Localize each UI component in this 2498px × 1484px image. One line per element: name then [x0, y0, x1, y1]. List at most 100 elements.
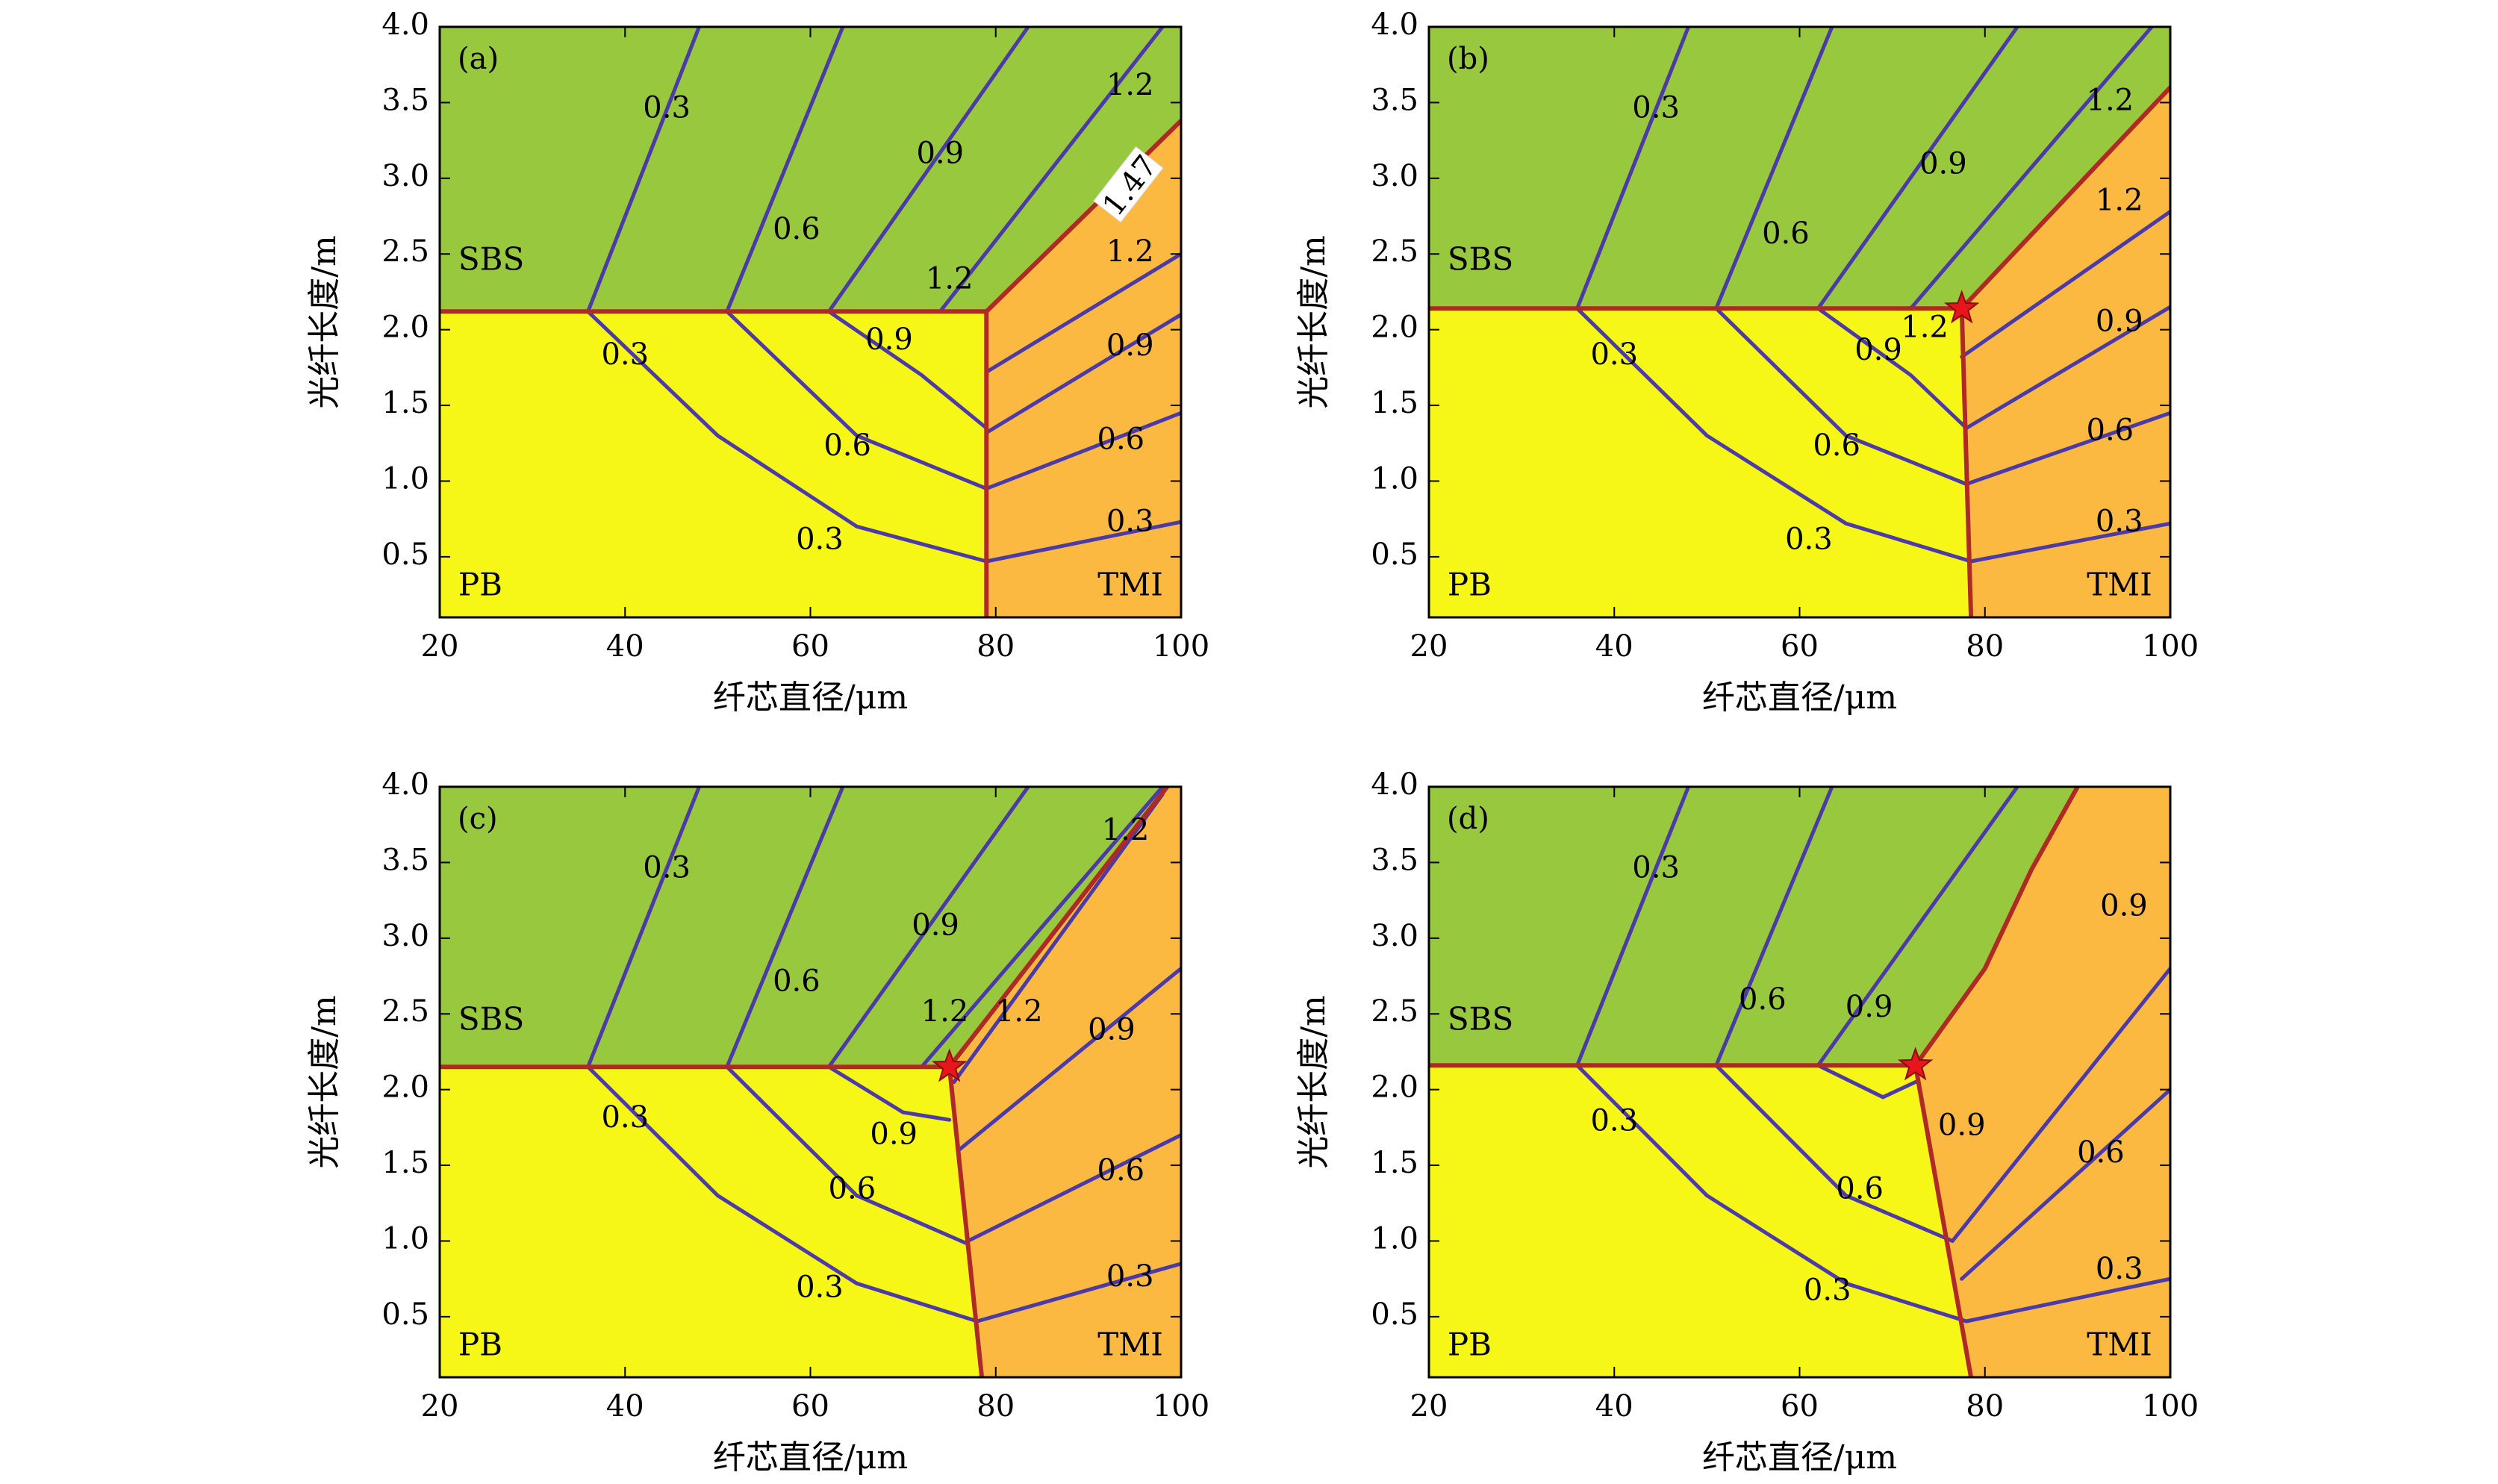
- region-label-sbs: SBS: [458, 1000, 524, 1037]
- contour-label: 0.9: [1854, 333, 1902, 367]
- x-axis-title: 纤芯直径/μm: [713, 1438, 908, 1477]
- contour-label: 0.3: [601, 337, 649, 372]
- y-tick-label: 3.0: [381, 919, 429, 953]
- contour-line: [1575, 27, 1691, 311]
- x-axis-title: 纤芯直径/μm: [713, 679, 908, 717]
- region-pb: [1429, 308, 1972, 617]
- panel-label: (c): [458, 802, 498, 836]
- contour-label: 0.9: [2100, 888, 2148, 923]
- y-tick-label: 4.0: [381, 7, 429, 42]
- y-tick-label: 3.0: [1371, 919, 1418, 953]
- y-tick-label: 3.0: [1371, 159, 1418, 193]
- region-label-tmi: TMI: [2087, 1326, 2152, 1362]
- x-tick-label: 40: [606, 629, 644, 664]
- x-tick-label: 60: [1781, 1389, 1819, 1424]
- y-tick-label: 2.0: [1371, 311, 1418, 345]
- boundary-sbs-tmi: [1960, 86, 2170, 311]
- boundary-pb-tmi: [1959, 308, 1974, 617]
- contour-line: [725, 787, 845, 1069]
- contour-label: 1.2: [1106, 68, 1154, 102]
- contour-line: [938, 27, 1165, 314]
- contour-label: 0.3: [1632, 851, 1680, 885]
- y-tick-label: 1.5: [1371, 1146, 1418, 1180]
- y-tick-label: 1.5: [381, 386, 429, 420]
- region-label-pb: PB: [458, 1326, 502, 1362]
- region-label-pb: PB: [1448, 1326, 1492, 1362]
- contour-label: 0.9: [2096, 305, 2143, 339]
- panel-label: (a): [458, 42, 499, 76]
- contour-line: [1950, 966, 2170, 1243]
- contour-label-box: [1093, 146, 1164, 223]
- region-label-sbs: SBS: [458, 240, 524, 277]
- contour-line: [826, 787, 1030, 1069]
- contour-label: 0.9: [916, 136, 964, 170]
- x-tick-label: 20: [421, 1389, 459, 1424]
- contour-line: [984, 252, 1181, 374]
- contour-label: 0.3: [643, 851, 691, 885]
- contour-label: 1.2: [1901, 311, 1949, 345]
- contour-label: 0.9: [1088, 1013, 1136, 1047]
- contour-line: [1964, 1276, 2170, 1324]
- region-label-pb: PB: [1448, 566, 1492, 602]
- contour-line: [1714, 27, 1834, 311]
- contour-line: [1816, 787, 2019, 1067]
- contour-label: 1.2: [2087, 83, 2134, 117]
- y-tick-label: 0.5: [381, 1297, 429, 1332]
- region-sbs: [1429, 787, 2078, 1066]
- region-pb: [440, 1067, 982, 1377]
- contour-label: 1.2: [921, 994, 969, 1029]
- contour-line: [1714, 787, 1834, 1067]
- y-axis-title: 光纤长度/m: [1295, 995, 1333, 1169]
- contour-label: 0.9: [865, 322, 913, 357]
- x-tick-label: 20: [1410, 1389, 1448, 1424]
- contour-line: [952, 792, 1165, 1084]
- y-tick-label: 0.5: [1371, 537, 1418, 572]
- contour-label: 0.6: [829, 1172, 876, 1206]
- x-tick-label: 60: [1781, 629, 1819, 664]
- plot-area: 0.30.60.91.20.30.60.91.20.31.20.90.60.3: [1429, 27, 2170, 617]
- y-tick-label: 1.0: [1371, 461, 1418, 496]
- y-tick-label: 3.5: [381, 843, 429, 877]
- y-tick-label: 4.0: [381, 767, 429, 802]
- contour-label: 0.6: [1836, 1172, 1884, 1206]
- y-tick-label: 1.0: [1371, 1221, 1418, 1256]
- contour-label: 0.3: [1106, 1259, 1154, 1294]
- contour-line: [586, 309, 988, 564]
- y-tick-label: 2.0: [381, 311, 429, 345]
- region-sbs: [1429, 27, 2170, 309]
- contour-label: 0.6: [773, 212, 820, 246]
- contour-label: 1.2: [995, 994, 1043, 1029]
- contour-label: 0.6: [1762, 216, 1810, 251]
- y-tick-label: 1.5: [381, 1146, 429, 1180]
- y-tick-label: 3.5: [1371, 83, 1418, 117]
- y-axis-title: 光纤长度/m: [305, 995, 343, 1169]
- contour-label: 0.3: [1106, 504, 1154, 538]
- contour-line: [586, 787, 701, 1069]
- contour-label: 0.9: [1846, 990, 1893, 1024]
- contour-line: [725, 309, 988, 491]
- panel-d: 0.3 0.6 0.9 0.3 0.6 0.9 0.3 0.9 0.6 0.3 SBS PB TMI (d…: [1295, 767, 2199, 1477]
- contour-label: 0.3: [2096, 1252, 2143, 1286]
- contour-line: [956, 966, 1181, 1153]
- x-tick-label: 100: [1153, 629, 1209, 664]
- contour-line: [586, 27, 701, 314]
- star-marker: [1897, 1047, 1934, 1081]
- y-tick-label: 2.5: [1371, 994, 1418, 1029]
- plot-area: 0.3 0.6 0.9 1.2 1.2 0.3 0.6 0.9 0.3 1.2 0.9 0.6 0.3: [440, 787, 1181, 1377]
- contour-line: [966, 1133, 1181, 1243]
- plot-area: 0.3 0.6 0.9 0.3 0.6 0.9 0.3 0.9 0.6 0.3: [1429, 787, 2170, 1377]
- contour-line: [1964, 411, 2170, 486]
- contour-line: [984, 520, 1181, 564]
- contour-line: [1575, 306, 1973, 564]
- contour-label: 0.3: [796, 1270, 844, 1304]
- boundary-sbs-tmi: [985, 119, 1181, 314]
- contour-label: 0.6: [2087, 414, 2134, 448]
- contour-label: 0.3: [1785, 523, 1833, 557]
- contour-label: 0.3: [2096, 504, 2143, 538]
- panel-c: 0.3 0.6 0.9 1.2 1.2 0.3 0.6 0.9 0.3 1.2 0.9 0.6 0.3 S…: [305, 767, 1209, 1477]
- contour-line: [984, 411, 1181, 491]
- boundary-pb-tmi: [947, 1066, 985, 1377]
- contour-line: [975, 1262, 1181, 1324]
- contour-label: 1.2: [1106, 234, 1154, 269]
- y-axis-title: 光纤长度/m: [1295, 235, 1333, 409]
